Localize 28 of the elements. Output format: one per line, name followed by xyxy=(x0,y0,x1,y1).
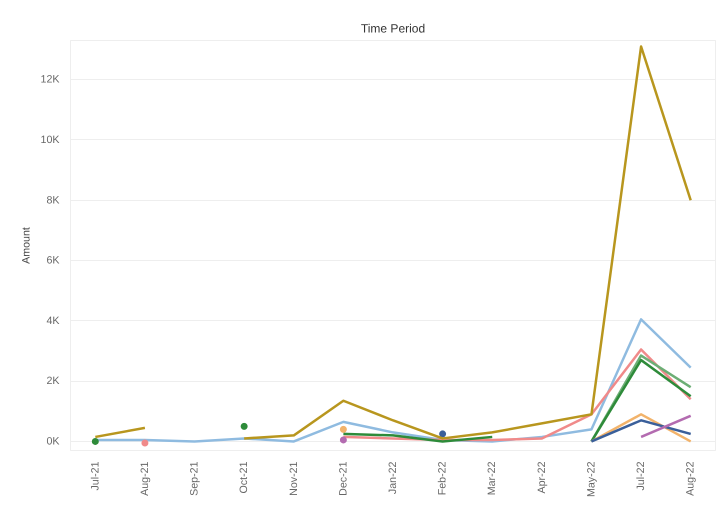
point xyxy=(240,422,248,430)
x-tick-label: May-22 xyxy=(585,461,598,498)
y-axis-title: Amount xyxy=(20,227,33,264)
x-tick-label: Feb-22 xyxy=(436,461,449,496)
point xyxy=(340,426,347,433)
x-tick-label: Sep-21 xyxy=(188,461,201,496)
y-tick-label: 6K xyxy=(46,254,60,267)
x-tick-label: Apr-22 xyxy=(536,461,548,494)
chart-title: Time Period xyxy=(360,22,426,36)
x-tick-label: Aug-22 xyxy=(684,461,697,496)
y-tick-label: 10K xyxy=(40,134,60,146)
x-tick-label: Nov-21 xyxy=(288,461,300,496)
x-tick-label: Aug-21 xyxy=(138,461,151,496)
x-tick-label: Oct-21 xyxy=(238,461,250,494)
x-tick-label: Mar-22 xyxy=(486,461,498,496)
y-tick-label: 8K xyxy=(46,194,60,206)
point xyxy=(439,430,446,438)
point xyxy=(92,438,99,445)
x-tick-label: Jul-21 xyxy=(89,461,102,491)
x-tick-label: Jul-22 xyxy=(635,461,648,491)
y-tick-label: 0K xyxy=(46,435,60,448)
x-tick-label: Jan-22 xyxy=(387,461,399,494)
y-tick-label: 2K xyxy=(46,375,60,388)
point xyxy=(340,436,347,444)
x-tick-label: Dec-21 xyxy=(337,461,350,496)
y-tick-label: 12K xyxy=(40,74,60,86)
y-tick-label: 4K xyxy=(46,314,60,327)
point xyxy=(141,439,148,446)
